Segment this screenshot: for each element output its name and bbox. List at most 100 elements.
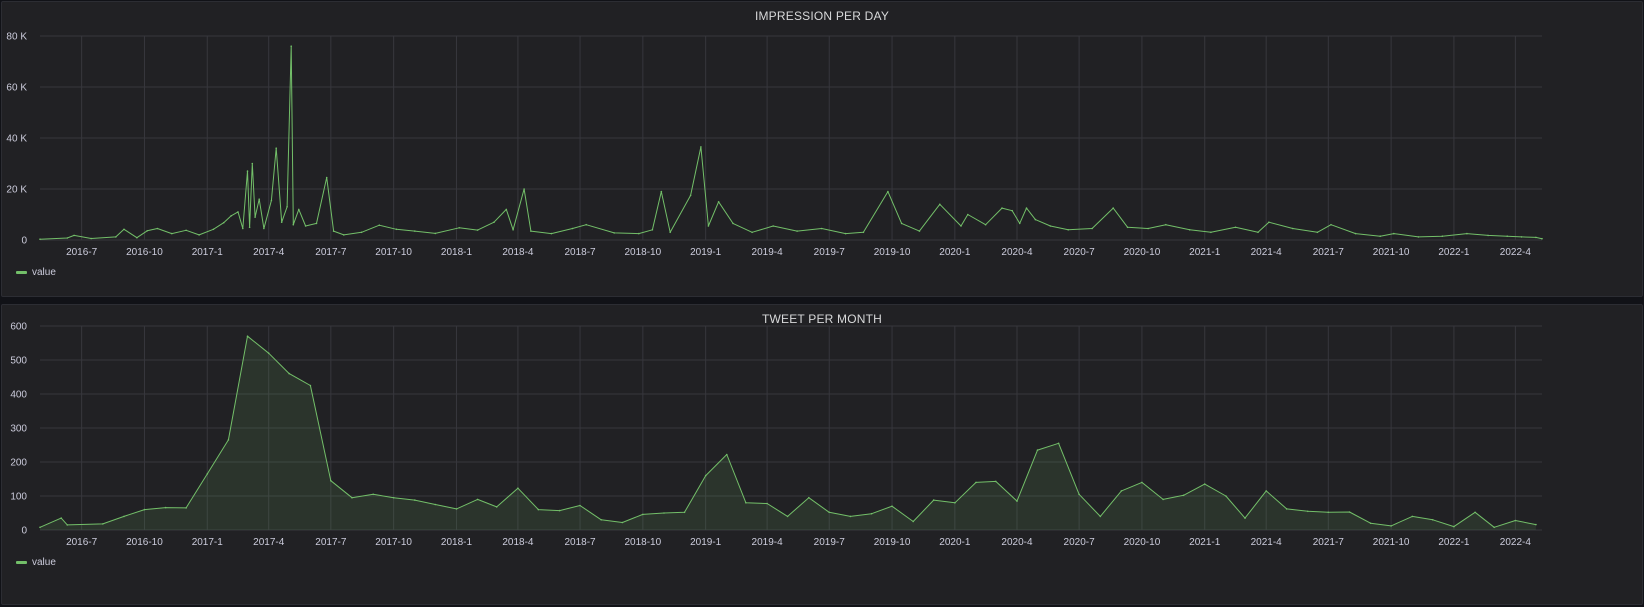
data-point[interactable] <box>246 170 249 172</box>
data-point[interactable] <box>136 236 138 239</box>
data-point[interactable] <box>1011 209 1013 212</box>
data-point[interactable] <box>751 231 753 234</box>
data-point[interactable] <box>745 502 747 504</box>
data-point[interactable] <box>39 238 41 240</box>
data-point[interactable] <box>246 335 249 337</box>
data-point[interactable] <box>939 203 941 206</box>
data-point[interactable] <box>960 225 962 227</box>
data-point[interactable] <box>330 479 332 482</box>
data-point[interactable] <box>251 162 254 165</box>
data-point[interactable] <box>434 503 437 506</box>
data-point[interactable] <box>198 234 200 236</box>
data-point[interactable] <box>372 493 375 496</box>
data-point[interactable] <box>458 227 461 229</box>
data-point[interactable] <box>1417 236 1420 238</box>
data-point[interactable] <box>537 508 540 511</box>
data-point[interactable] <box>222 221 225 224</box>
data-point[interactable] <box>298 208 300 211</box>
data-point[interactable] <box>1466 232 1468 235</box>
data-point[interactable] <box>434 232 437 235</box>
data-point[interactable] <box>732 222 734 225</box>
data-point[interactable] <box>1091 227 1093 230</box>
data-point[interactable] <box>60 517 62 519</box>
data-point[interactable] <box>115 236 117 238</box>
data-point[interactable] <box>1025 207 1028 209</box>
data-point[interactable] <box>237 211 239 213</box>
data-point[interactable] <box>1188 229 1191 231</box>
data-point[interactable] <box>1162 498 1164 501</box>
data-point[interactable] <box>669 231 671 234</box>
data-point[interactable] <box>613 232 615 234</box>
data-point[interactable] <box>1390 525 1392 527</box>
data-point[interactable] <box>550 232 553 235</box>
data-point[interactable] <box>862 231 865 234</box>
data-point[interactable] <box>258 198 261 200</box>
data-point[interactable] <box>309 384 312 387</box>
data-point[interactable] <box>286 206 288 208</box>
series-line[interactable] <box>39 45 1543 240</box>
data-point[interactable] <box>717 201 720 203</box>
data-point[interactable] <box>1292 227 1294 230</box>
data-point[interactable] <box>1225 495 1227 497</box>
data-point[interactable] <box>820 227 823 230</box>
data-point[interactable] <box>1316 231 1319 234</box>
data-point[interactable] <box>887 190 889 193</box>
data-point[interactable] <box>1354 232 1357 235</box>
data-point[interactable] <box>325 176 328 179</box>
data-point[interactable] <box>1487 234 1489 237</box>
data-point[interactable] <box>292 223 295 226</box>
data-point[interactable] <box>267 352 270 354</box>
panel-title[interactable]: TWEET PER MONTH <box>761 312 883 326</box>
data-point[interactable] <box>164 506 167 509</box>
data-point[interactable] <box>900 222 903 225</box>
data-point[interactable] <box>1268 221 1270 223</box>
data-point[interactable] <box>1018 222 1021 225</box>
data-point[interactable] <box>414 499 416 501</box>
data-point[interactable] <box>579 504 581 507</box>
data-point[interactable] <box>1348 511 1351 513</box>
data-point[interactable] <box>206 473 209 475</box>
data-point[interactable] <box>505 208 508 211</box>
data-point[interactable] <box>1474 511 1476 514</box>
data-point[interactable] <box>1078 493 1080 496</box>
data-point[interactable] <box>1057 442 1060 445</box>
data-point[interactable] <box>392 496 395 499</box>
data-point[interactable] <box>476 498 479 501</box>
data-point[interactable] <box>844 232 847 235</box>
data-point[interactable] <box>1182 494 1185 497</box>
data-point[interactable] <box>651 229 654 231</box>
data-point[interactable] <box>1203 483 1206 485</box>
data-point[interactable] <box>288 372 291 375</box>
data-point[interactable] <box>530 230 532 232</box>
data-point[interactable] <box>315 222 318 225</box>
data-point[interactable] <box>351 496 353 499</box>
data-point[interactable] <box>689 194 692 197</box>
data-point[interactable] <box>912 520 914 523</box>
data-point[interactable] <box>1147 227 1149 230</box>
data-point[interactable] <box>1165 223 1167 226</box>
data-point[interactable] <box>849 515 852 518</box>
data-point[interactable] <box>642 513 644 516</box>
data-point[interactable] <box>156 227 159 230</box>
data-point[interactable] <box>1257 231 1259 234</box>
data-point[interactable] <box>248 226 251 229</box>
data-point[interactable] <box>1535 236 1537 239</box>
data-point[interactable] <box>227 439 230 441</box>
data-point[interactable] <box>1034 218 1037 221</box>
data-point[interactable] <box>1506 235 1508 237</box>
data-point[interactable] <box>39 526 41 529</box>
data-point[interactable] <box>1411 515 1414 518</box>
panel-title[interactable]: IMPRESSION PER DAY <box>754 9 890 23</box>
data-point[interactable] <box>1393 232 1395 235</box>
data-point[interactable] <box>395 228 398 231</box>
data-point[interactable] <box>1244 517 1246 519</box>
data-point[interactable] <box>772 225 774 227</box>
data-point[interactable] <box>1001 207 1003 209</box>
data-point[interactable] <box>66 237 69 239</box>
data-point[interactable] <box>455 508 458 510</box>
data-point[interactable] <box>171 232 173 235</box>
data-point[interactable] <box>360 231 363 234</box>
data-point[interactable] <box>1265 490 1267 492</box>
data-point[interactable] <box>726 453 728 456</box>
data-point[interactable] <box>102 523 104 525</box>
